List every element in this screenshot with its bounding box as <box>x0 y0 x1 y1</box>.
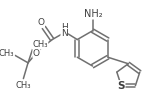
Text: N: N <box>61 29 68 38</box>
Text: S: S <box>118 81 125 91</box>
Text: CH₃: CH₃ <box>32 40 48 49</box>
Text: O: O <box>33 49 40 58</box>
Text: CH₃: CH₃ <box>0 49 14 58</box>
Text: H: H <box>61 23 68 32</box>
Text: CH₃: CH₃ <box>16 81 31 90</box>
Text: NH₂: NH₂ <box>84 9 103 19</box>
Text: O: O <box>37 18 45 27</box>
